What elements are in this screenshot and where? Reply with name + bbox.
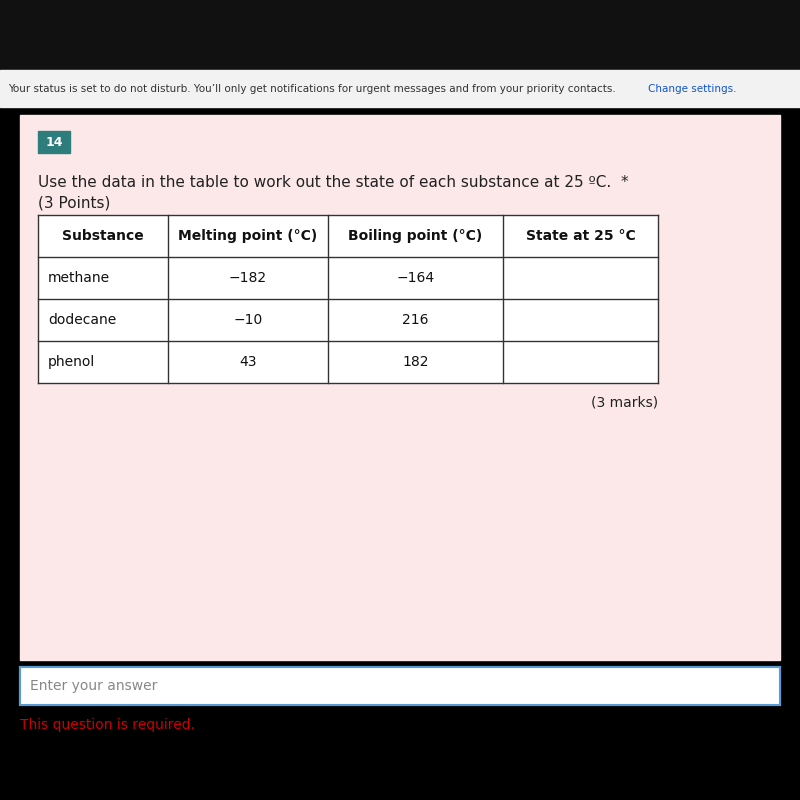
- Bar: [38, 131, 70, 153]
- Text: Your status is set to do not disturb. You’ll only get notifications for urgent m: Your status is set to do not disturb. Yo…: [8, 84, 616, 94]
- Text: −164: −164: [396, 271, 434, 285]
- Bar: [20, 667, 780, 705]
- Bar: [0, 70, 800, 107]
- Bar: [38, 215, 658, 383]
- Text: methane: methane: [48, 271, 110, 285]
- Text: (3 marks): (3 marks): [591, 395, 658, 409]
- Bar: [0, 0, 800, 70]
- Text: 14: 14: [46, 135, 62, 149]
- Text: Boiling point (°C): Boiling point (°C): [348, 229, 482, 243]
- Text: phenol: phenol: [48, 355, 95, 369]
- Text: Change settings.: Change settings.: [648, 84, 737, 94]
- Text: Melting point (°C): Melting point (°C): [178, 229, 318, 243]
- Text: (3 Points): (3 Points): [38, 195, 110, 210]
- Text: State at 25 °C: State at 25 °C: [526, 229, 635, 243]
- Text: 182: 182: [402, 355, 429, 369]
- Bar: [20, 667, 780, 705]
- Text: Use the data in the table to work out the state of each substance at 25 ºC.  *: Use the data in the table to work out th…: [38, 175, 629, 190]
- Text: −182: −182: [229, 271, 267, 285]
- Text: Enter your answer: Enter your answer: [30, 679, 158, 693]
- Text: −10: −10: [234, 313, 262, 327]
- Bar: [20, 115, 780, 660]
- Text: dodecane: dodecane: [48, 313, 116, 327]
- Text: 43: 43: [239, 355, 257, 369]
- Text: Substance: Substance: [62, 229, 144, 243]
- Text: 216: 216: [402, 313, 429, 327]
- Text: This question is required.: This question is required.: [20, 718, 195, 732]
